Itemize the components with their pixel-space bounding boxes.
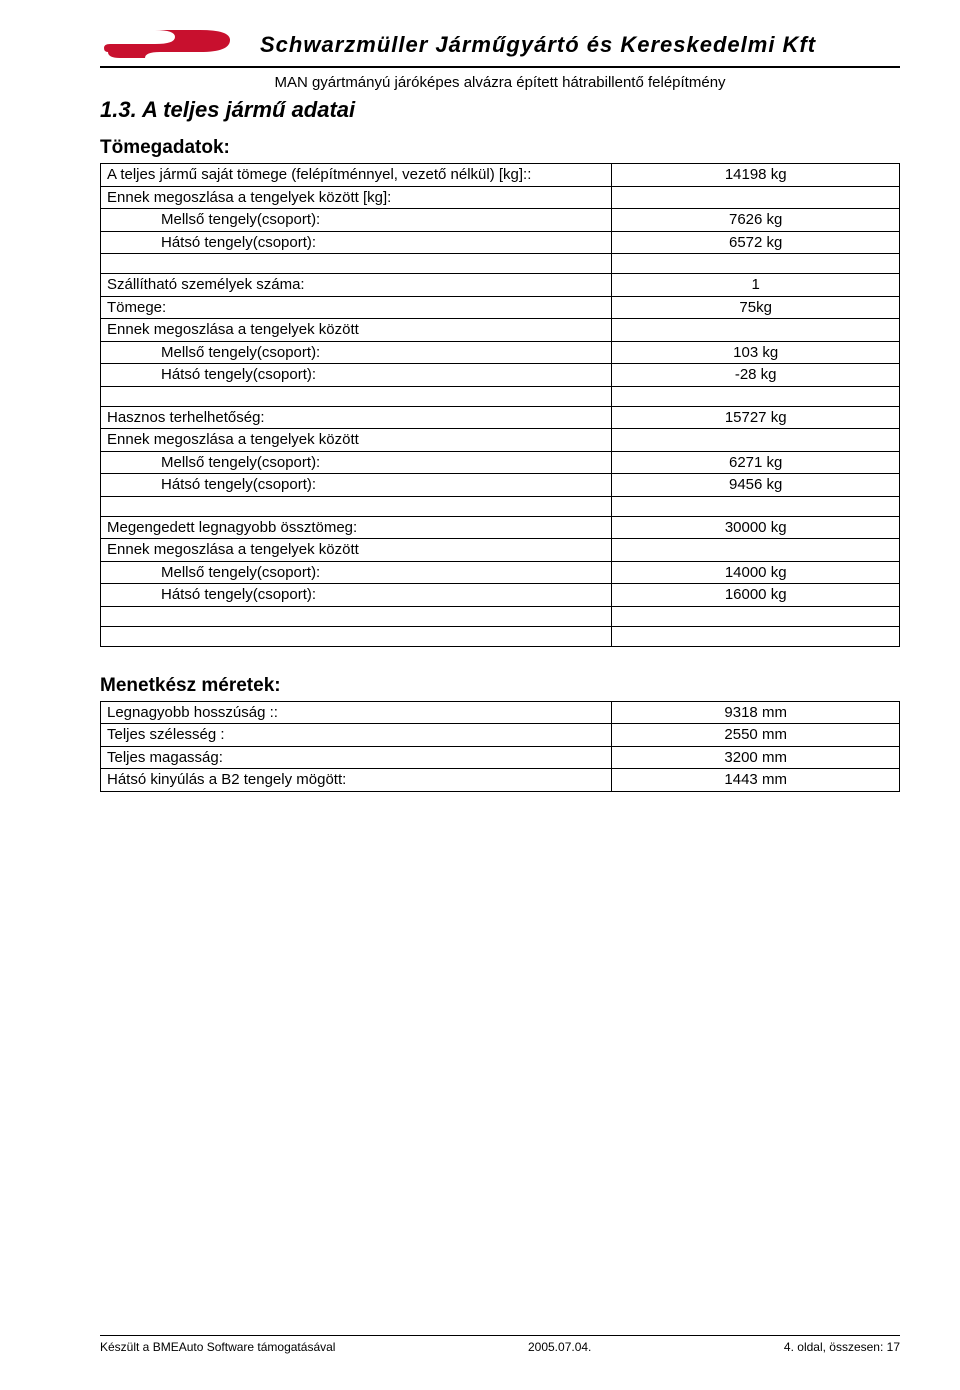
page: Schwarzmüller Járműgyártó és Kereskedelm… xyxy=(0,0,960,1390)
row-label: Hátsó tengely(csoport): xyxy=(101,584,612,607)
document-subtitle: MAN gyártmányú járóképes alvázra épített… xyxy=(100,74,900,91)
footer-center: 2005.07.04. xyxy=(528,1340,591,1354)
table-row: Ennek megoszlása a tengelyek között xyxy=(101,539,900,562)
row-label: Ennek megoszlása a tengelyek között [kg]… xyxy=(101,186,612,209)
row-value xyxy=(612,539,900,562)
footer-left: Készült a BMEAuto Software támogatásával xyxy=(100,1340,335,1354)
table-row: Ennek megoszlása a tengelyek között xyxy=(101,319,900,342)
row-value: -28 kg xyxy=(612,364,900,387)
row-label: Ennek megoszlása a tengelyek között xyxy=(101,429,612,452)
row-value: 9318 mm xyxy=(612,701,900,724)
header-row: Schwarzmüller Járműgyártó és Kereskedelm… xyxy=(100,28,900,62)
row-label: A teljes jármű saját tömege (felépítménn… xyxy=(101,164,612,187)
section-title: 1.3. A teljes jármű adatai xyxy=(100,97,900,123)
table-row: Teljes magasság:3200 mm xyxy=(101,746,900,769)
row-label: Hátsó kinyúlás a B2 tengely mögött: xyxy=(101,769,612,792)
row-label: Teljes magasság: xyxy=(101,746,612,769)
table-row: Hátsó kinyúlás a B2 tengely mögött:1443 … xyxy=(101,769,900,792)
company-logo-icon xyxy=(100,28,240,62)
company-name: Schwarzmüller Járműgyártó és Kereskedelm… xyxy=(260,32,816,58)
row-value: 103 kg xyxy=(612,341,900,364)
row-label: Ennek megoszlása a tengelyek között xyxy=(101,319,612,342)
table-row: Tömege:75kg xyxy=(101,296,900,319)
row-value xyxy=(612,319,900,342)
table-row: Teljes szélesség :2550 mm xyxy=(101,724,900,747)
row-value: 15727 kg xyxy=(612,406,900,429)
row-value: 6572 kg xyxy=(612,231,900,254)
row-label: Hátsó tengely(csoport): xyxy=(101,231,612,254)
footer-right: 4. oldal, összesen: 17 xyxy=(784,1340,900,1354)
row-label: Tömege: xyxy=(101,296,612,319)
row-value: 7626 kg xyxy=(612,209,900,232)
table-row: Ennek megoszlása a tengelyek között [kg]… xyxy=(101,186,900,209)
table-row: Mellső tengely(csoport):14000 kg xyxy=(101,561,900,584)
row-value: 6271 kg xyxy=(612,451,900,474)
table-row: Hátsó tengely(csoport):16000 kg xyxy=(101,584,900,607)
row-label: Megengedett legnagyobb össztömeg: xyxy=(101,516,612,539)
empty-cell xyxy=(101,606,612,626)
row-value xyxy=(612,186,900,209)
table-row: Legnagyobb hosszúság ::9318 mm xyxy=(101,701,900,724)
row-label: Hasznos terhelhetőség: xyxy=(101,406,612,429)
empty-cell xyxy=(612,626,900,646)
table-row: Szállítható személyek száma:1 xyxy=(101,274,900,297)
row-value: 16000 kg xyxy=(612,584,900,607)
header-divider xyxy=(100,66,900,68)
table-row xyxy=(101,606,900,626)
dims-heading: Menetkész méretek: xyxy=(100,675,900,697)
table-row xyxy=(101,626,900,646)
row-value: 3200 mm xyxy=(612,746,900,769)
table-row: Hátsó tengely(csoport):-28 kg xyxy=(101,364,900,387)
empty-cell xyxy=(612,606,900,626)
row-value: 75kg xyxy=(612,296,900,319)
table-row: Mellső tengely(csoport):103 kg xyxy=(101,341,900,364)
row-value xyxy=(612,429,900,452)
row-label: Mellső tengely(csoport): xyxy=(101,209,612,232)
table-row: Ennek megoszlása a tengelyek között xyxy=(101,429,900,452)
row-label: Teljes szélesség : xyxy=(101,724,612,747)
table-row: Mellső tengely(csoport):7626 kg xyxy=(101,209,900,232)
row-label: Mellső tengely(csoport): xyxy=(101,451,612,474)
table-row: Hátsó tengely(csoport):9456 kg xyxy=(101,474,900,497)
table-row xyxy=(101,254,900,274)
table-row xyxy=(101,386,900,406)
table-row: Hátsó tengely(csoport):6572 kg xyxy=(101,231,900,254)
footer-divider xyxy=(100,1335,900,1336)
row-label: Mellső tengely(csoport): xyxy=(101,341,612,364)
table-row xyxy=(101,496,900,516)
row-value: 1 xyxy=(612,274,900,297)
row-value: 14000 kg xyxy=(612,561,900,584)
mass-heading: Tömegadatok: xyxy=(100,137,900,159)
table-row: Mellső tengely(csoport):6271 kg xyxy=(101,451,900,474)
table-row: A teljes jármű saját tömege (felépítménn… xyxy=(101,164,900,187)
row-label: Ennek megoszlása a tengelyek között xyxy=(101,539,612,562)
dims-table: Legnagyobb hosszúság ::9318 mmTeljes szé… xyxy=(100,701,900,792)
row-label: Szállítható személyek száma: xyxy=(101,274,612,297)
empty-cell xyxy=(612,254,900,274)
table-row: Hasznos terhelhetőség:15727 kg xyxy=(101,406,900,429)
empty-cell xyxy=(101,386,612,406)
row-label: Mellső tengely(csoport): xyxy=(101,561,612,584)
empty-cell xyxy=(612,496,900,516)
row-label: Hátsó tengely(csoport): xyxy=(101,364,612,387)
row-value: 2550 mm xyxy=(612,724,900,747)
table-row: Megengedett legnagyobb össztömeg:30000 k… xyxy=(101,516,900,539)
mass-table: A teljes jármű saját tömege (felépítménn… xyxy=(100,163,900,647)
row-label: Hátsó tengely(csoport): xyxy=(101,474,612,497)
empty-cell xyxy=(101,496,612,516)
row-value: 1443 mm xyxy=(612,769,900,792)
empty-cell xyxy=(612,386,900,406)
empty-cell xyxy=(101,626,612,646)
row-label: Legnagyobb hosszúság :: xyxy=(101,701,612,724)
empty-cell xyxy=(101,254,612,274)
row-value: 14198 kg xyxy=(612,164,900,187)
row-value: 30000 kg xyxy=(612,516,900,539)
row-value: 9456 kg xyxy=(612,474,900,497)
page-footer: Készült a BMEAuto Software támogatásával… xyxy=(100,1335,900,1354)
